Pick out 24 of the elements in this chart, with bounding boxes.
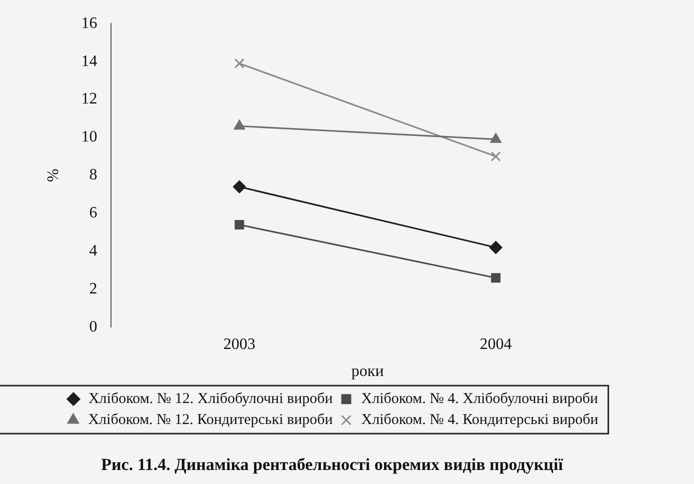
y-tick-label: 10 [81,128,98,146]
y-axis-title: % [44,168,62,182]
point [491,273,501,283]
x-tick-label: 2003 [223,336,256,354]
y-tick-label: 2 [89,280,98,298]
legend-label: Хлібоком. № 4. Кондитерські вироби [361,412,598,428]
y-tick-label: 8 [89,166,98,184]
point [234,58,244,68]
y-tick-label: 0 [89,318,98,336]
legend-label: Хлібоком. № 12. Кондитерські вироби [88,412,333,428]
y-tick-label: 12 [81,90,98,108]
text: Рис. 11.4. Динаміка рентабельності окремих видів продукції [101,455,564,474]
x-tick-label: 2004 [480,336,512,354]
point [490,151,501,162]
y-tick-label: 6 [89,204,98,222]
legend-label: Хлібоком. № 12. Хлібобулочні вироби [88,391,333,408]
point [234,220,244,230]
point [489,241,502,254]
y-tick-label: 4 [89,242,98,260]
x-axis-title: роки [351,363,384,380]
y-tick-label: 14 [81,52,98,70]
y-tick-label: 16 [81,14,98,32]
point [232,180,246,194]
legend-label: Хлібоком. № 4. Хлібобулочні вироби [361,391,598,408]
